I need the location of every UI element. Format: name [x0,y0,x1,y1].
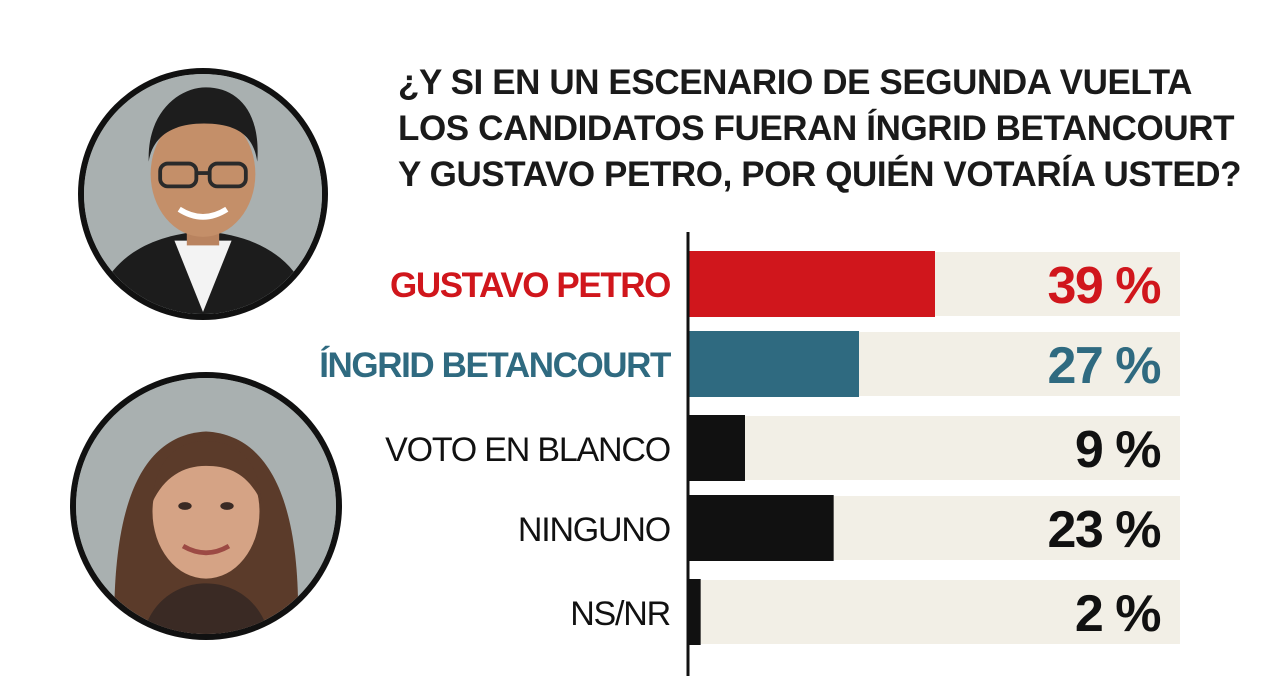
question-line-2: LOS CANDIDATOS FUERAN ÍNGRID BETANCOURT [398,109,1235,148]
value-label: 39 % [1047,257,1160,315]
portrait-betancourt [70,372,342,640]
value-label: 27 % [1047,337,1160,395]
value-label: 9 % [1075,421,1160,479]
category-label: ÍNGRID BETANCOURT [319,345,671,385]
portrait-man-icon [84,74,322,314]
value-label: 23 % [1047,501,1160,559]
category-label: NS/NR [570,595,670,633]
question-line-3: Y GUSTAVO PETRO, POR QUIÉN VOTARÍA USTED… [398,155,1242,194]
question-title: ¿Y SI EN UN ESCENARIO DE SEGUNDA VUELTA … [398,60,1242,198]
value-label: 2 % [1075,585,1160,643]
portrait-woman-icon [76,378,336,634]
question-line-1: ¿Y SI EN UN ESCENARIO DE SEGUNDA VUELTA [398,63,1193,102]
category-label: VOTO EN BLANCO [385,431,670,469]
bar [688,331,859,397]
portrait-petro [78,68,328,320]
bar [688,251,935,317]
category-label: GUSTAVO PETRO [390,266,670,305]
bar [688,579,701,645]
bar-track [688,416,1180,480]
bar-track [688,580,1180,644]
bar [688,415,745,481]
category-label: NINGUNO [518,511,670,549]
bar [688,495,834,561]
